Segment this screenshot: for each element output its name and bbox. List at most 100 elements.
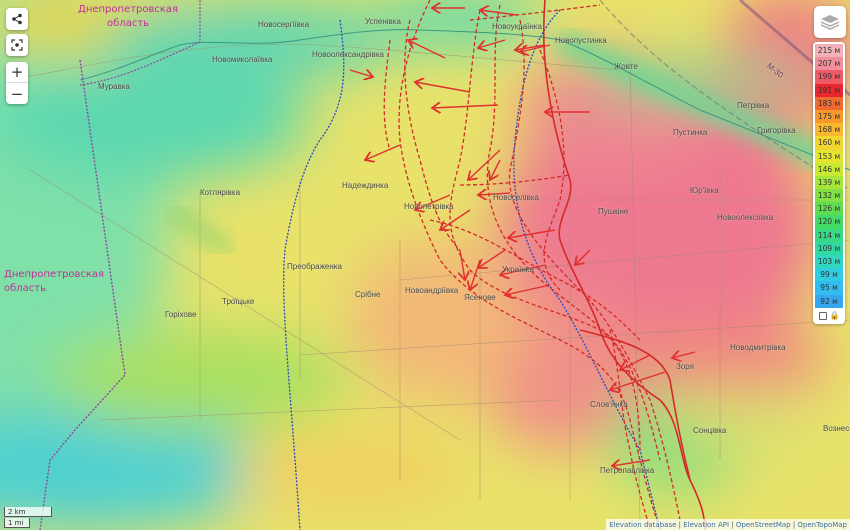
- attack-arrow: [478, 249, 506, 268]
- place-label: Новоолександрівка: [312, 50, 384, 59]
- front-line-dashed: [469, 4, 601, 21]
- roads-and-fields: [9, 43, 850, 521]
- legend-item: 168 м: [815, 123, 843, 137]
- front-line-dashed: [539, 49, 565, 291]
- place-label: Ясенове: [464, 293, 496, 302]
- attribution-link[interactable]: OpenStreetMap: [735, 521, 791, 529]
- layers-button[interactable]: [814, 6, 846, 38]
- attribution: Elevation database | Elevation API | Ope…: [606, 519, 850, 530]
- attack-arrow: [478, 193, 511, 195]
- attack-arrow: [575, 249, 591, 265]
- attack-arrow: [672, 352, 696, 358]
- front-line-dashed: [398, 0, 661, 530]
- legend-item: 160 м: [815, 136, 843, 150]
- scale-imperial: 1 mi: [4, 518, 30, 528]
- region-label-west: Днепропетровская область: [4, 269, 105, 294]
- attack-arrow: [612, 460, 651, 466]
- attack-arrow: [365, 144, 401, 160]
- legend-item: 139 м: [815, 175, 843, 190]
- place-label: Новопустинка: [555, 36, 607, 45]
- attack-arrow: [415, 194, 451, 210]
- place-label: Вознесенка: [823, 424, 850, 433]
- locate-icon: [11, 39, 23, 51]
- front-line-dashed: [383, 39, 391, 151]
- attack-arrow: [478, 39, 506, 48]
- front-line-solid: [579, 329, 691, 481]
- attack-arrows: [349, 8, 696, 466]
- blue-line-west: [283, 19, 345, 530]
- legend-item: 207 м: [815, 57, 843, 71]
- front-line-dashed: [459, 174, 571, 186]
- place-label: Зоря: [676, 362, 694, 371]
- attack-arrow: [610, 371, 666, 390]
- attack-arrow: [508, 229, 556, 238]
- oblast-border-north: [79, 0, 201, 86]
- legend-item: 215 м: [815, 44, 843, 58]
- place-label: Новомиколаївка: [212, 55, 273, 64]
- place-label: Успенівка: [365, 17, 401, 26]
- attack-arrow: [440, 209, 471, 230]
- place-label: Юр'ївка: [690, 186, 719, 195]
- attack-arrow: [480, 10, 518, 15]
- attack-arrow: [620, 354, 651, 370]
- legend-item: 183 м: [815, 96, 843, 110]
- place-label: Новоолексіївка: [717, 213, 774, 222]
- place-label: Українка: [502, 265, 534, 274]
- lock-icon[interactable]: 🔒: [829, 311, 840, 321]
- place-label: Григорівка: [757, 126, 796, 135]
- attack-arrow: [432, 105, 499, 108]
- place-label: Надеждинка: [342, 181, 389, 190]
- place-label: Новоукраїнка: [492, 22, 542, 31]
- share-button[interactable]: [6, 8, 28, 30]
- zoom-in-button[interactable]: +: [6, 62, 28, 83]
- legend-item: 109 м: [815, 241, 843, 255]
- layers-icon: [820, 15, 840, 30]
- attack-arrow: [415, 82, 471, 93]
- legend-item: 120 м: [815, 215, 843, 229]
- place-label: Пустинка: [673, 128, 708, 137]
- zoom-out-button[interactable]: −: [10, 84, 24, 103]
- attack-arrow: [470, 259, 481, 290]
- attack-arrow: [460, 249, 465, 280]
- place-label: Новосергіївка: [258, 20, 310, 29]
- attribution-link[interactable]: OpenTopoMap: [797, 521, 847, 529]
- legend-item: 132 м: [815, 189, 843, 203]
- zoom-control: + −: [6, 62, 28, 104]
- legend-item: 146 м: [815, 162, 843, 176]
- front-line-dashed: [449, 9, 641, 451]
- attack-arrow: [490, 159, 501, 180]
- legend-checkbox[interactable]: [818, 311, 827, 320]
- place-label: Муравка: [98, 82, 130, 91]
- legend-item: 95 м: [815, 281, 843, 295]
- legend-item: 114 м: [815, 228, 843, 242]
- locate-button[interactable]: [6, 34, 28, 56]
- attack-arrow: [468, 149, 501, 180]
- share-icon: [12, 13, 22, 25]
- legend-item: 191 м: [815, 83, 843, 97]
- attribution-link[interactable]: Elevation database: [609, 521, 677, 529]
- scale-metric: 2 km: [4, 507, 52, 517]
- front-line-dashed: [486, 4, 661, 461]
- legend-item: 153 м: [815, 149, 843, 163]
- legend-item: 126 м: [815, 202, 843, 216]
- place-label: Пушкіне: [598, 207, 629, 216]
- legend-item: 175 м: [815, 109, 843, 124]
- place-label: Новоселівка: [493, 193, 539, 202]
- place-label: Троїцьке: [222, 297, 255, 306]
- front-line-dashed: [609, 329, 651, 530]
- place-label: Новоандріївка: [405, 286, 459, 295]
- oblast-border: [39, 59, 126, 530]
- legend-item: 99 м: [815, 268, 843, 282]
- front-line-dashed: [429, 219, 641, 341]
- legend-item: 103 м: [815, 255, 843, 269]
- river: [79, 29, 850, 171]
- elevation-legend: 215 м 207 м 199 м 191 м 183 м 175 м 168 м 160 м…: [813, 42, 845, 324]
- place-label: Петрівка: [737, 101, 770, 110]
- place-label: Новопетрівка: [404, 202, 454, 211]
- place-label: Сонцівка: [693, 426, 727, 435]
- attack-arrow: [520, 44, 551, 52]
- attack-arrow: [500, 264, 546, 275]
- attribution-link[interactable]: Elevation API: [683, 521, 730, 529]
